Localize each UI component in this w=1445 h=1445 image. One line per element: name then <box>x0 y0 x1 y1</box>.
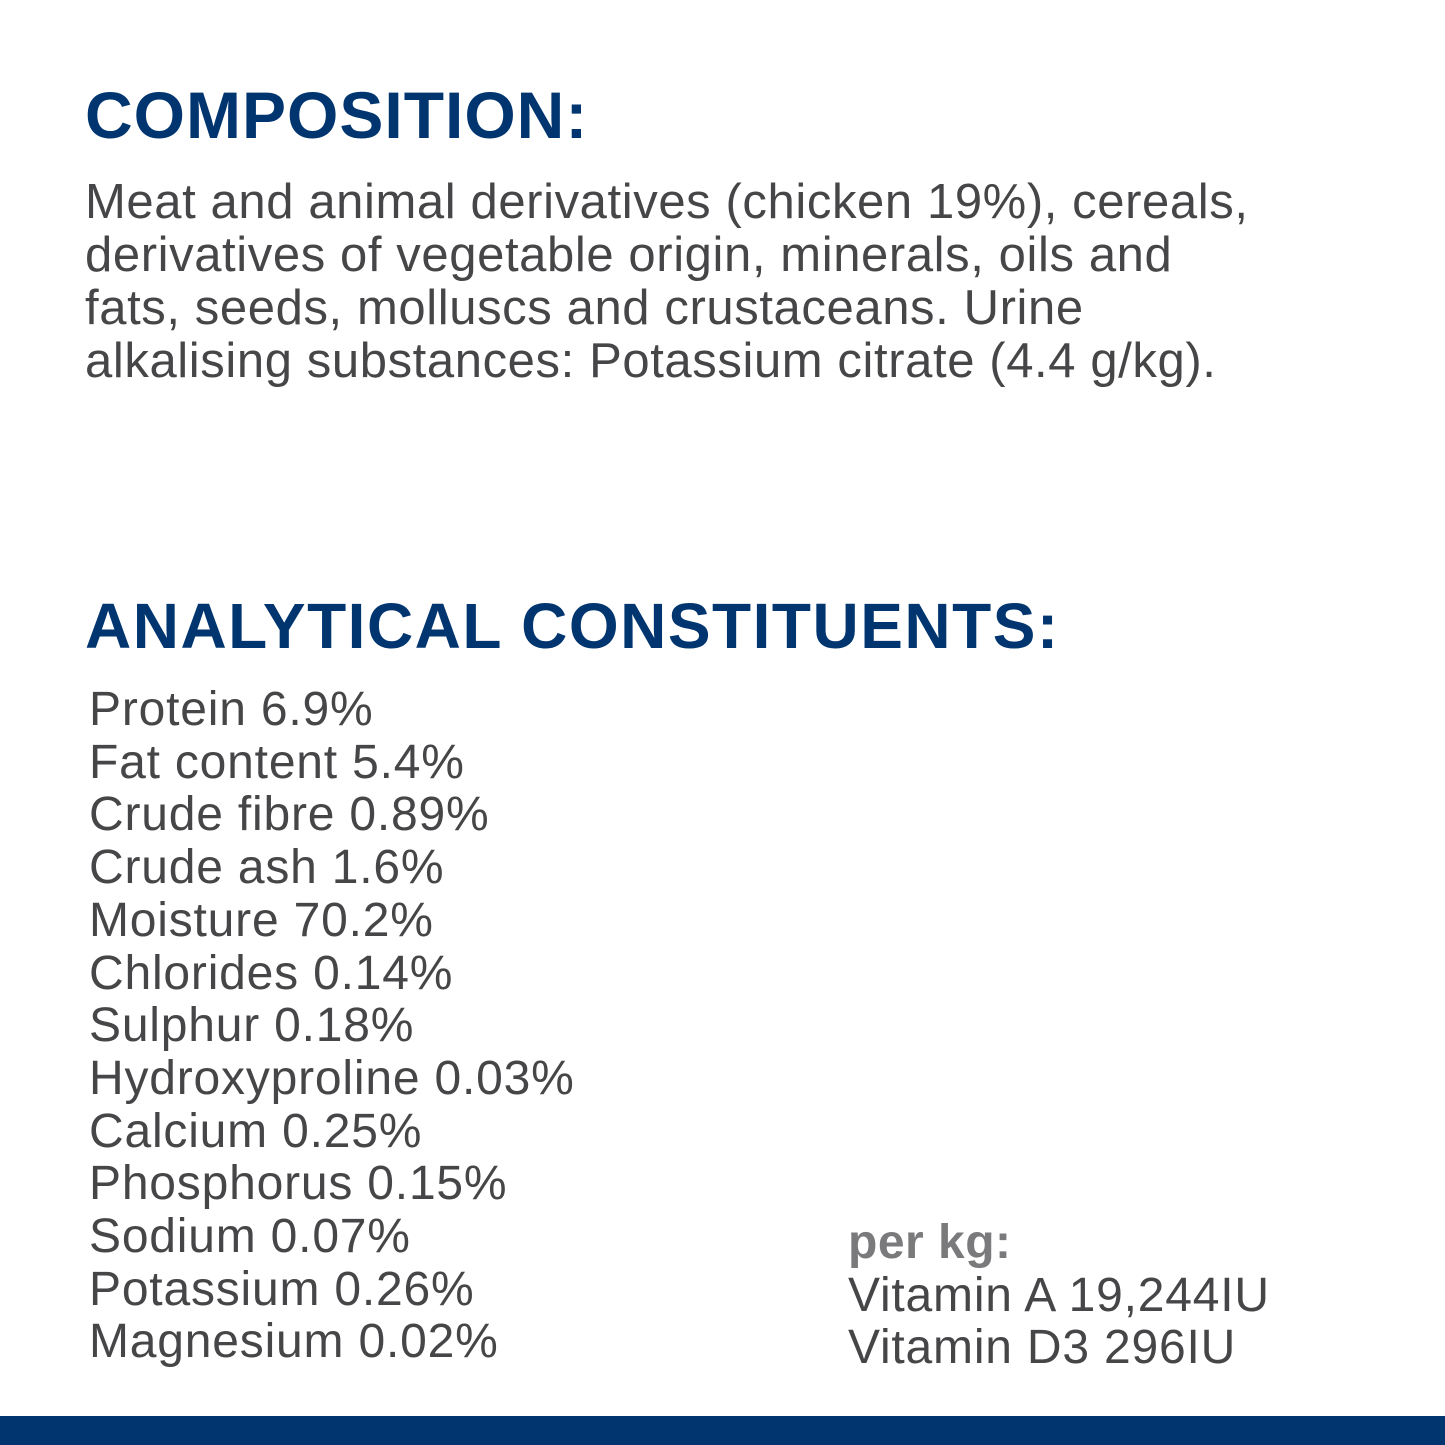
vitamin-item: Vitamin A 19,244IU <box>848 1268 1270 1322</box>
list-item: Chlorides 0.14% <box>89 946 454 1000</box>
list-item: Hydroxyproline 0.03% <box>89 1051 575 1105</box>
list-item: Phosphorus 0.15% <box>89 1157 508 1211</box>
composition-line: fats, seeds, molluscs and crustaceans. U… <box>85 281 1084 335</box>
list-item: Crude ash 1.6% <box>89 841 445 895</box>
analytical-heading: ANALYTICAL CONSTITUENTS: <box>85 590 1060 662</box>
per-kg-section: per kg: Vitamin A 19,244IU Vitamin D3 29… <box>848 1216 1270 1375</box>
list-item: Sulphur 0.18% <box>89 999 415 1053</box>
list-item: Moisture 70.2% <box>89 893 434 947</box>
vitamin-item: Vitamin D3 296IU <box>848 1321 1237 1375</box>
list-item: Crude fibre 0.89% <box>89 788 490 842</box>
composition-line: derivatives of vegetable origin, mineral… <box>85 228 1173 282</box>
list-item: Potassium 0.26% <box>89 1262 475 1316</box>
list-item: Protein 6.9% <box>89 683 374 736</box>
footer-bar <box>0 1416 1445 1445</box>
composition-line: alkalising substances: Potassium citrate… <box>85 334 1217 388</box>
composition-line: Meat and animal derivatives (chicken 19%… <box>85 175 1249 229</box>
analytical-list: Protein 6.9% Fat content 5.4% Crude fibr… <box>89 683 575 1369</box>
per-kg-label: per kg: <box>848 1216 1012 1269</box>
composition-heading: COMPOSITION: <box>85 78 589 152</box>
list-item: Fat content 5.4% <box>89 735 465 789</box>
list-item: Magnesium 0.02% <box>89 1315 499 1369</box>
list-item: Sodium 0.07% <box>89 1210 411 1264</box>
composition-text: Meat and animal derivatives (chicken 19%… <box>85 176 1249 388</box>
list-item: Calcium 0.25% <box>89 1104 423 1158</box>
